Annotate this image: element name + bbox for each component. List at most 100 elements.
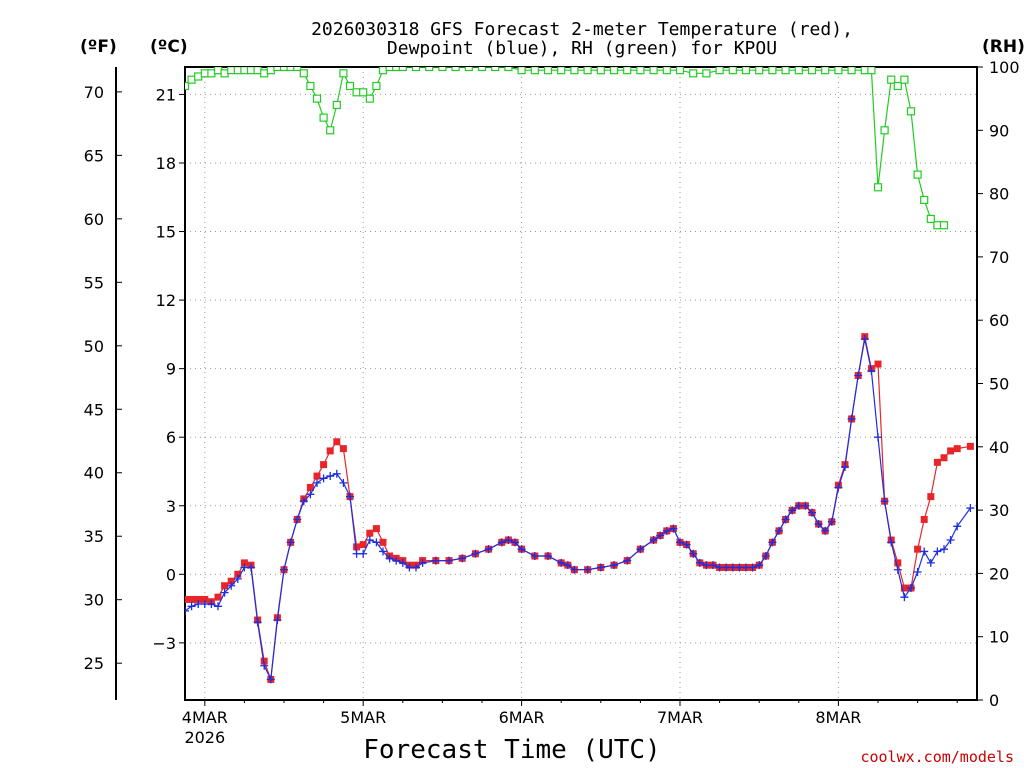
dewpoint-marker xyxy=(953,522,962,531)
relative-humidity-marker xyxy=(570,67,579,75)
celsius-tick-label: 15 xyxy=(156,223,176,242)
dewpoint-marker xyxy=(656,531,665,540)
relative-humidity-marker xyxy=(530,67,539,75)
relative-humidity-marker xyxy=(187,75,196,84)
relative-humidity-marker xyxy=(543,67,553,75)
dewpoint-marker xyxy=(933,547,942,556)
dewpoint-marker xyxy=(359,549,368,558)
dewpoint-marker xyxy=(458,554,467,563)
x-tick-label: 5MAR xyxy=(340,708,386,727)
dewpoint-marker xyxy=(867,366,876,375)
relative-humidity-marker xyxy=(609,67,619,75)
dewpoint-marker xyxy=(286,538,295,547)
dewpoint-marker xyxy=(847,414,856,423)
x-axis-label: Forecast Time (UTC) xyxy=(363,735,660,765)
relative-humidity-marker xyxy=(583,67,592,75)
relative-humidity-marker xyxy=(728,67,737,75)
relative-humidity-marker xyxy=(345,81,355,91)
dewpoint-marker xyxy=(247,563,255,572)
dewpoint-marker xyxy=(365,536,374,545)
dewpoint-marker xyxy=(748,563,757,572)
relative-humidity-marker xyxy=(372,81,381,91)
relative-humidity-marker xyxy=(438,67,447,72)
celsius-tick-label: 21 xyxy=(156,85,176,104)
dewpoint-marker xyxy=(662,526,671,535)
relative-humidity-marker xyxy=(464,67,473,72)
dewpoint-marker xyxy=(887,538,896,547)
dewpoint-marker xyxy=(808,508,816,517)
dewpoint-marker xyxy=(306,490,315,499)
celsius-tick-label: −3 xyxy=(152,634,176,653)
dewpoint-marker xyxy=(834,483,843,492)
relative-humidity-marker xyxy=(425,67,434,72)
celsius-tick-label: 6 xyxy=(166,428,176,447)
relative-humidity-marker xyxy=(926,214,935,224)
dewpoint-marker xyxy=(214,602,222,611)
fahrenheit-tick-label: 70 xyxy=(84,83,104,102)
dewpoint-marker xyxy=(788,506,797,515)
relative-humidity-marker xyxy=(378,67,388,75)
x-tick-label: 6MAR xyxy=(499,708,545,727)
dewpoint-marker xyxy=(801,501,810,510)
celsius-tick-label: 18 xyxy=(156,154,176,173)
temperature-marker xyxy=(947,447,955,455)
relative-humidity-marker xyxy=(887,75,896,84)
relative-humidity-marker xyxy=(906,107,916,116)
dewpoint-marker xyxy=(319,474,328,483)
dewpoint-marker xyxy=(913,568,922,577)
rh-tick-label: 20 xyxy=(989,564,1009,583)
temperature-marker xyxy=(359,541,367,549)
dewpoint-marker xyxy=(379,547,387,556)
relative-humidity-marker xyxy=(794,67,803,75)
series-clip-group xyxy=(185,67,975,684)
temperature-marker xyxy=(894,559,902,567)
dewpoint-marker xyxy=(610,561,618,570)
relative-humidity-marker xyxy=(293,67,302,72)
relative-humidity-marker xyxy=(398,67,407,72)
dewpoint-marker xyxy=(544,552,552,561)
temperature-marker xyxy=(874,360,882,368)
temperature-marker xyxy=(260,657,268,665)
dewpoint-marker xyxy=(623,556,632,565)
relative-humidity-marker xyxy=(675,67,685,75)
temperature-marker xyxy=(227,577,235,585)
dewpoint-line xyxy=(185,338,971,682)
dewpoint-marker xyxy=(220,588,229,597)
fahrenheit-tick-label: 45 xyxy=(84,400,104,419)
temperature-marker xyxy=(201,595,209,603)
relative-humidity-marker xyxy=(411,67,421,72)
relative-humidity-marker xyxy=(893,81,902,91)
fahrenheit-tick-label: 30 xyxy=(84,591,104,610)
celsius-tick-label: 9 xyxy=(166,360,176,379)
fahrenheit-tick-label: 40 xyxy=(84,464,104,483)
relative-humidity-marker xyxy=(807,67,817,75)
dewpoint-marker xyxy=(900,593,909,602)
temperature-marker xyxy=(966,442,974,450)
dewpoint-marker xyxy=(233,574,242,583)
celsius-tick-label: 3 xyxy=(166,497,176,516)
relative-humidity-marker xyxy=(649,67,658,75)
dewpoint-marker xyxy=(280,565,288,574)
dewpoint-marker xyxy=(636,545,645,554)
relative-humidity-marker xyxy=(233,67,242,75)
dewpoint-marker xyxy=(313,478,321,487)
dewpoint-marker xyxy=(570,565,579,574)
relative-humidity-marker xyxy=(185,81,190,91)
celsius-unit-label: (ºC) xyxy=(150,37,188,57)
fahrenheit-tick-label: 50 xyxy=(84,337,104,356)
dewpoint-marker xyxy=(827,517,836,526)
dewpoint-marker xyxy=(583,565,592,574)
relative-humidity-marker xyxy=(920,195,929,205)
relative-humidity-marker xyxy=(359,88,368,97)
x-tick-label: 4MAR xyxy=(182,708,228,727)
relative-humidity-marker xyxy=(702,69,711,78)
temperature-marker xyxy=(320,461,328,469)
dewpoint-marker xyxy=(709,561,717,570)
relative-humidity-marker xyxy=(260,69,269,78)
temperature-marker xyxy=(366,529,374,537)
dewpoint-marker xyxy=(260,661,269,670)
dewpoint-marker xyxy=(676,538,684,547)
dewpoint-marker xyxy=(557,558,566,567)
